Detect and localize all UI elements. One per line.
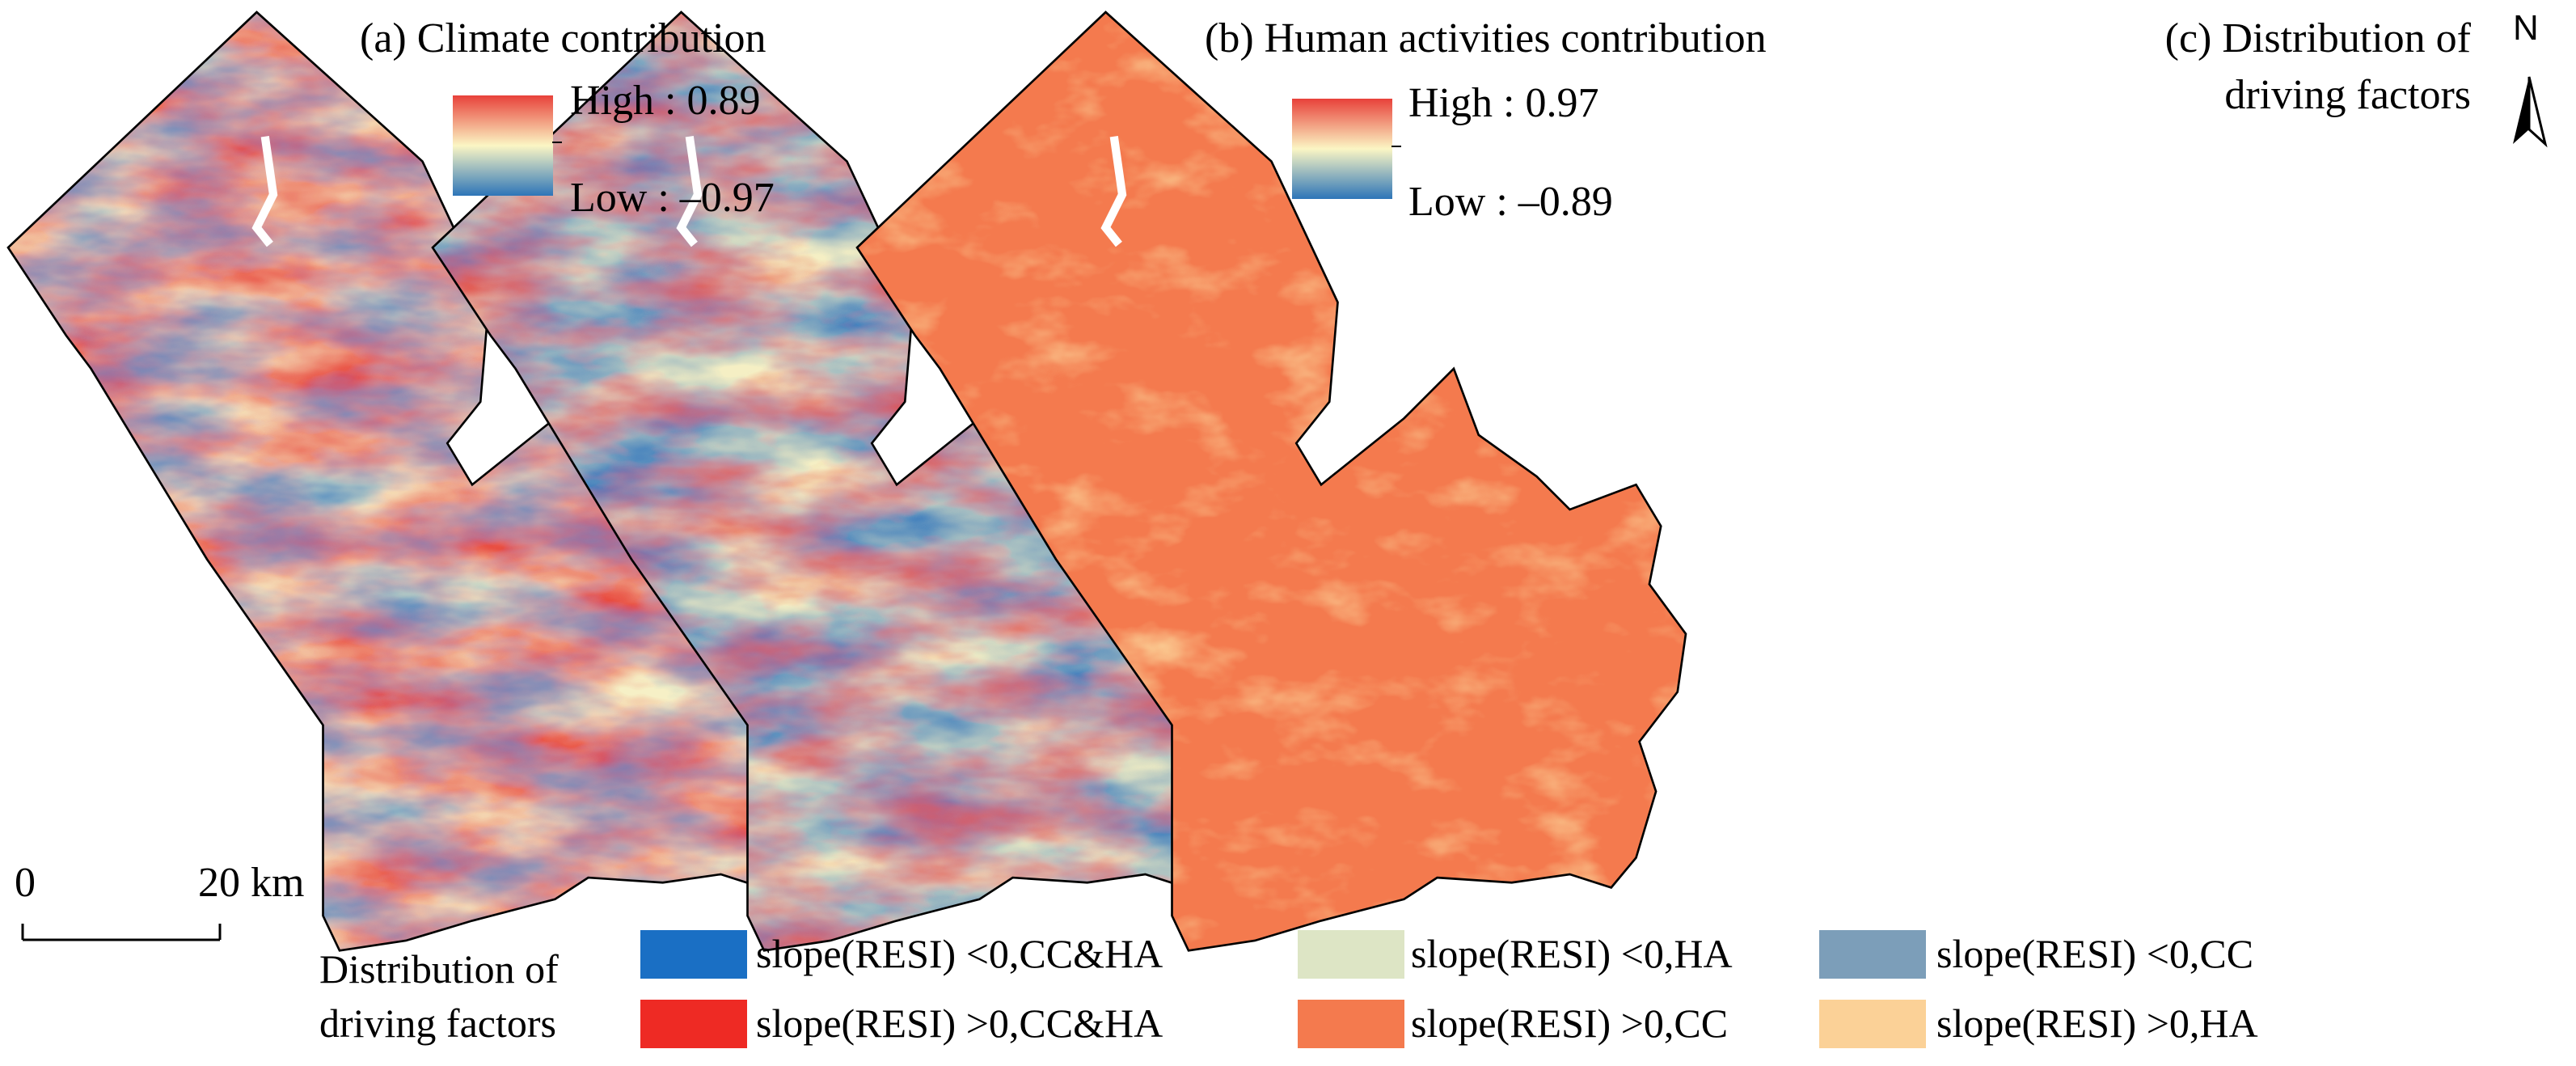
panel-c-title-line1: (c) Distribution of (2164, 15, 2471, 61)
legend-label-neg-cc-ha: slope(RESI) <0,CC&HA (756, 931, 1163, 976)
colorbar-a-tick (552, 142, 562, 143)
colorbar-a-high-label: High : 0.89 (570, 78, 761, 124)
legend-swatch-neg-cc-ha (640, 930, 747, 979)
legend-label-neg-ha: slope(RESI) <0,HA (1411, 931, 1733, 976)
panel-b-title: (b) Human activities contribution (1205, 15, 1767, 61)
legend-label-pos-cc-ha: slope(RESI) >0,CC&HA (756, 1000, 1163, 1046)
legend-label-pos-cc: slope(RESI) >0,CC (1411, 1000, 1729, 1046)
scale-bar-end-label: 20 km (198, 860, 305, 906)
legend-swatch-neg-cc (1819, 930, 1926, 979)
colorbar-b-high-label: High : 0.97 (1408, 80, 1599, 126)
colorbar-a-low-label: Low : –0.97 (570, 175, 775, 221)
panel-c-title-line2: driving factors (2224, 72, 2471, 118)
legend-swatch-pos-ha (1819, 1000, 1926, 1048)
legend-label-pos-ha: slope(RESI) >0,HA (1936, 1000, 2258, 1046)
colorbar-b-low-label: Low : –0.89 (1408, 179, 1613, 225)
scale-bar-start-label: 0 (15, 860, 36, 906)
colorbar-b-tick (1391, 146, 1401, 147)
north-arrow-label: N (2513, 8, 2539, 48)
legend-title-line2: driving factors (319, 1000, 556, 1046)
north-arrow-icon (2513, 76, 2548, 148)
legend-swatch-neg-ha (1298, 930, 1404, 979)
scale-bar-line (21, 924, 222, 941)
legend-swatch-pos-cc (1298, 1000, 1404, 1048)
legend-swatch-pos-cc-ha (640, 1000, 747, 1048)
legend-title-line1: Distribution of (319, 946, 559, 992)
colorbar-b (1292, 99, 1392, 199)
colorbar-a (453, 95, 553, 196)
panel-a-title: (a) Climate contribution (360, 15, 766, 61)
legend-label-neg-cc: slope(RESI) <0,CC (1936, 931, 2254, 976)
